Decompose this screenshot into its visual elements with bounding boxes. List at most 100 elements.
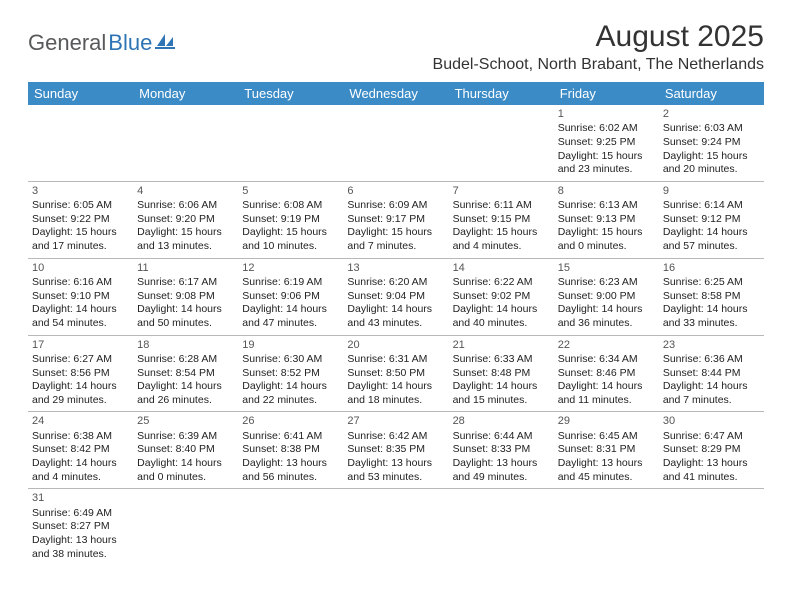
daylight1-text: Daylight: 15 hours — [242, 226, 339, 240]
calendar-table: SundayMondayTuesdayWednesdayThursdayFrid… — [28, 82, 764, 565]
day-number: 5 — [242, 184, 339, 198]
day-cell: 12Sunrise: 6:19 AMSunset: 9:06 PMDayligh… — [238, 258, 343, 335]
day-number: 16 — [663, 261, 760, 275]
sunset-text: Sunset: 9:17 PM — [347, 213, 444, 227]
sunrise-text: Sunrise: 6:22 AM — [453, 276, 550, 290]
day-number: 8 — [558, 184, 655, 198]
daylight1-text: Daylight: 14 hours — [137, 303, 234, 317]
sunrise-text: Sunrise: 6:33 AM — [453, 353, 550, 367]
day-number: 27 — [347, 414, 444, 428]
daylight1-text: Daylight: 14 hours — [663, 226, 760, 240]
location: Budel-Schoot, North Brabant, The Netherl… — [433, 56, 764, 74]
daylight2-text: and 10 minutes. — [242, 240, 339, 254]
sunrise-text: Sunrise: 6:41 AM — [242, 430, 339, 444]
daylight1-text: Daylight: 14 hours — [242, 380, 339, 394]
sunrise-text: Sunrise: 6:27 AM — [32, 353, 129, 367]
daylight1-text: Daylight: 13 hours — [453, 457, 550, 471]
day-number: 21 — [453, 338, 550, 352]
daylight2-text: and 0 minutes. — [558, 240, 655, 254]
day-number: 3 — [32, 184, 129, 198]
weekday-friday: Friday — [554, 82, 659, 105]
day-cell: 3Sunrise: 6:05 AMSunset: 9:22 PMDaylight… — [28, 181, 133, 258]
weekday-tuesday: Tuesday — [238, 82, 343, 105]
sunrise-text: Sunrise: 6:42 AM — [347, 430, 444, 444]
day-number: 11 — [137, 261, 234, 275]
week-row: 17Sunrise: 6:27 AMSunset: 8:56 PMDayligh… — [28, 335, 764, 412]
sunset-text: Sunset: 9:10 PM — [32, 290, 129, 304]
empty-cell — [133, 489, 238, 565]
day-cell: 1Sunrise: 6:02 AMSunset: 9:25 PMDaylight… — [554, 105, 659, 181]
day-cell: 5Sunrise: 6:08 AMSunset: 9:19 PMDaylight… — [238, 181, 343, 258]
sunset-text: Sunset: 9:25 PM — [558, 136, 655, 150]
sunrise-text: Sunrise: 6:31 AM — [347, 353, 444, 367]
sunrise-text: Sunrise: 6:36 AM — [663, 353, 760, 367]
sunset-text: Sunset: 8:35 PM — [347, 443, 444, 457]
sunset-text: Sunset: 9:08 PM — [137, 290, 234, 304]
empty-cell — [28, 105, 133, 181]
day-cell: 7Sunrise: 6:11 AMSunset: 9:15 PMDaylight… — [449, 181, 554, 258]
daylight2-text: and 50 minutes. — [137, 317, 234, 331]
empty-cell — [659, 489, 764, 565]
day-number: 28 — [453, 414, 550, 428]
daylight1-text: Daylight: 14 hours — [242, 303, 339, 317]
day-number: 9 — [663, 184, 760, 198]
daylight1-text: Daylight: 14 hours — [32, 380, 129, 394]
daylight2-text: and 54 minutes. — [32, 317, 129, 331]
day-number: 2 — [663, 107, 760, 121]
daylight1-text: Daylight: 14 hours — [137, 380, 234, 394]
sunrise-text: Sunrise: 6:11 AM — [453, 199, 550, 213]
day-cell: 31Sunrise: 6:49 AMSunset: 8:27 PMDayligh… — [28, 489, 133, 565]
day-cell: 19Sunrise: 6:30 AMSunset: 8:52 PMDayligh… — [238, 335, 343, 412]
sunset-text: Sunset: 9:22 PM — [32, 213, 129, 227]
day-cell: 23Sunrise: 6:36 AMSunset: 8:44 PMDayligh… — [659, 335, 764, 412]
empty-cell — [554, 489, 659, 565]
day-cell: 22Sunrise: 6:34 AMSunset: 8:46 PMDayligh… — [554, 335, 659, 412]
sunset-text: Sunset: 8:27 PM — [32, 520, 129, 534]
day-number: 23 — [663, 338, 760, 352]
day-cell: 20Sunrise: 6:31 AMSunset: 8:50 PMDayligh… — [343, 335, 448, 412]
day-number: 13 — [347, 261, 444, 275]
day-cell: 29Sunrise: 6:45 AMSunset: 8:31 PMDayligh… — [554, 412, 659, 489]
sunset-text: Sunset: 9:04 PM — [347, 290, 444, 304]
sunrise-text: Sunrise: 6:25 AM — [663, 276, 760, 290]
daylight2-text: and 43 minutes. — [347, 317, 444, 331]
day-number: 25 — [137, 414, 234, 428]
day-cell: 25Sunrise: 6:39 AMSunset: 8:40 PMDayligh… — [133, 412, 238, 489]
weekday-monday: Monday — [133, 82, 238, 105]
daylight2-text: and 40 minutes. — [453, 317, 550, 331]
day-number: 31 — [32, 491, 129, 505]
day-number: 1 — [558, 107, 655, 121]
sunset-text: Sunset: 8:31 PM — [558, 443, 655, 457]
empty-cell — [133, 105, 238, 181]
sunrise-text: Sunrise: 6:17 AM — [137, 276, 234, 290]
daylight2-text: and 53 minutes. — [347, 471, 444, 485]
day-cell: 13Sunrise: 6:20 AMSunset: 9:04 PMDayligh… — [343, 258, 448, 335]
day-number: 17 — [32, 338, 129, 352]
sunrise-text: Sunrise: 6:47 AM — [663, 430, 760, 444]
sunset-text: Sunset: 8:42 PM — [32, 443, 129, 457]
week-row: 31Sunrise: 6:49 AMSunset: 8:27 PMDayligh… — [28, 489, 764, 565]
sunrise-text: Sunrise: 6:14 AM — [663, 199, 760, 213]
daylight2-text: and 23 minutes. — [558, 163, 655, 177]
empty-cell — [449, 105, 554, 181]
daylight1-text: Daylight: 14 hours — [32, 457, 129, 471]
week-row: 24Sunrise: 6:38 AMSunset: 8:42 PMDayligh… — [28, 412, 764, 489]
daylight1-text: Daylight: 15 hours — [137, 226, 234, 240]
daylight2-text: and 7 minutes. — [347, 240, 444, 254]
daylight2-text: and 45 minutes. — [558, 471, 655, 485]
sunset-text: Sunset: 8:38 PM — [242, 443, 339, 457]
daylight2-text: and 56 minutes. — [242, 471, 339, 485]
sunset-text: Sunset: 8:50 PM — [347, 367, 444, 381]
day-number: 10 — [32, 261, 129, 275]
daylight2-text: and 4 minutes. — [453, 240, 550, 254]
day-cell: 14Sunrise: 6:22 AMSunset: 9:02 PMDayligh… — [449, 258, 554, 335]
sunset-text: Sunset: 9:19 PM — [242, 213, 339, 227]
sunset-text: Sunset: 9:20 PM — [137, 213, 234, 227]
daylight1-text: Daylight: 14 hours — [453, 303, 550, 317]
daylight2-text: and 41 minutes. — [663, 471, 760, 485]
sunset-text: Sunset: 9:06 PM — [242, 290, 339, 304]
daylight2-text: and 13 minutes. — [137, 240, 234, 254]
daylight1-text: Daylight: 15 hours — [32, 226, 129, 240]
sunset-text: Sunset: 9:00 PM — [558, 290, 655, 304]
daylight2-text: and 47 minutes. — [242, 317, 339, 331]
